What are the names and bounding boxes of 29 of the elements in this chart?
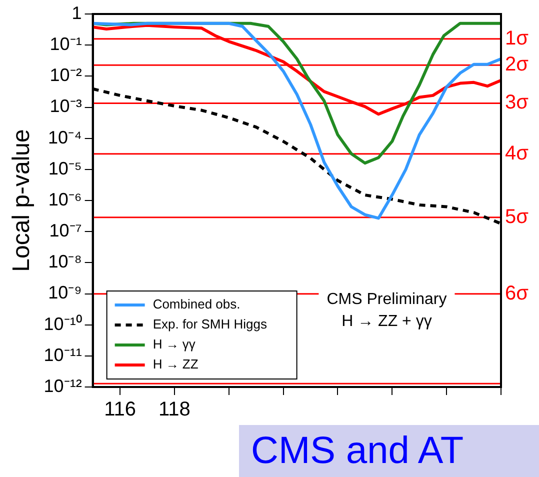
ref-line-label: 5σ [505, 206, 530, 228]
y-tick-label: 10⁻¹⁰ [44, 314, 82, 334]
y-tick-label: 10⁻¹¹ [44, 344, 82, 365]
x-tick-label: 116 [104, 398, 136, 421]
legend-label: H → ZZ [152, 356, 198, 372]
ref-line-label: 2σ [505, 54, 530, 76]
y-tick-label: 10⁻⁶ [48, 189, 82, 210]
y-axis-title: Local p-value [8, 129, 36, 272]
y-tick-label: 10⁻⁵ [48, 158, 82, 178]
y-tick-label: 10⁻¹² [44, 376, 82, 396]
y-tick-label: 10⁻⁴ [48, 127, 82, 148]
y-tick-label: 10⁻⁸ [48, 252, 82, 272]
x-tick-label: 118 [158, 398, 190, 421]
text: CMS and AT [239, 425, 539, 477]
y-tick-label: 10⁻³ [50, 96, 82, 116]
ref-line-label: 4σ [505, 142, 530, 164]
y-tick-label: 10⁻⁷ [49, 220, 82, 241]
y-tick-label: 1 [72, 2, 82, 23]
y-tick-label: 10⁻⁹ [48, 282, 82, 303]
legend-label: Combined obs. [152, 296, 240, 312]
ref-line-label: 1σ [505, 27, 530, 50]
annotation: H → ZZ + γγ [342, 312, 432, 330]
annotation: CMS Preliminary [326, 290, 447, 308]
ref-line-label: 6σ [505, 282, 530, 304]
y-tick-label: 10⁻¹ [50, 34, 82, 54]
y-tick-label: 10⁻² [50, 65, 82, 86]
ref-line-label: 3σ [505, 92, 530, 114]
legend-label: Exp. for SMH Higgs [152, 316, 268, 332]
legend-label: H → γγ [152, 336, 196, 352]
